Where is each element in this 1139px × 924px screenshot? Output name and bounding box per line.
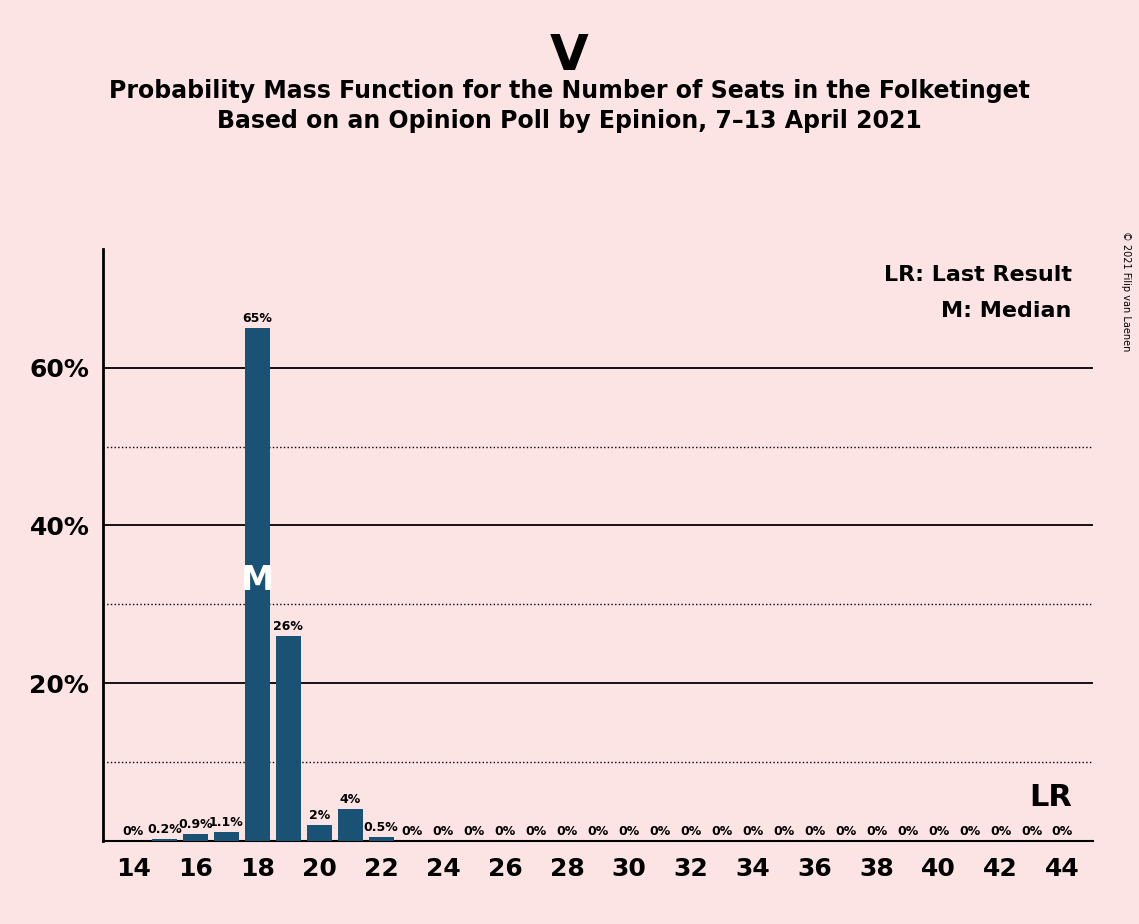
Text: 26%: 26%	[273, 620, 303, 633]
Bar	[276, 636, 301, 841]
Text: 0%: 0%	[649, 825, 671, 838]
Bar	[369, 837, 394, 841]
Text: LR: LR	[1029, 783, 1072, 812]
Text: 0%: 0%	[1051, 825, 1073, 838]
Text: 0%: 0%	[928, 825, 949, 838]
Text: 0%: 0%	[866, 825, 887, 838]
Text: 0%: 0%	[898, 825, 918, 838]
Text: 0%: 0%	[433, 825, 453, 838]
Text: 0.2%: 0.2%	[147, 823, 182, 836]
Text: 1.1%: 1.1%	[208, 816, 244, 829]
Text: 0%: 0%	[1021, 825, 1042, 838]
Text: 0%: 0%	[123, 825, 145, 838]
Bar	[338, 809, 362, 841]
Text: 65%: 65%	[243, 312, 272, 325]
Text: 0%: 0%	[711, 825, 732, 838]
Text: 4%: 4%	[339, 793, 361, 806]
Text: 0.5%: 0.5%	[363, 821, 399, 833]
Text: 0%: 0%	[773, 825, 794, 838]
Text: 0.9%: 0.9%	[178, 818, 213, 831]
Bar	[306, 825, 331, 841]
Text: © 2021 Filip van Laenen: © 2021 Filip van Laenen	[1121, 231, 1131, 351]
Text: M: M	[240, 565, 274, 597]
Bar	[153, 839, 177, 841]
Text: 0%: 0%	[618, 825, 640, 838]
Text: 0%: 0%	[835, 825, 857, 838]
Text: 0%: 0%	[402, 825, 423, 838]
Text: LR: Last Result: LR: Last Result	[884, 265, 1072, 286]
Bar	[183, 833, 207, 841]
Text: Based on an Opinion Poll by Epinion, 7–13 April 2021: Based on an Opinion Poll by Epinion, 7–1…	[218, 109, 921, 133]
Text: Probability Mass Function for the Number of Seats in the Folketinget: Probability Mass Function for the Number…	[109, 79, 1030, 103]
Text: 2%: 2%	[309, 808, 330, 822]
Text: 0%: 0%	[556, 825, 577, 838]
Text: 0%: 0%	[588, 825, 608, 838]
Text: M: Median: M: Median	[942, 300, 1072, 321]
Text: 0%: 0%	[464, 825, 485, 838]
Bar	[245, 328, 270, 841]
Bar	[214, 833, 239, 841]
Text: 0%: 0%	[990, 825, 1011, 838]
Text: 0%: 0%	[959, 825, 981, 838]
Text: 0%: 0%	[680, 825, 702, 838]
Text: V: V	[550, 32, 589, 80]
Text: 0%: 0%	[743, 825, 763, 838]
Text: 0%: 0%	[804, 825, 826, 838]
Text: 0%: 0%	[525, 825, 547, 838]
Text: 0%: 0%	[494, 825, 516, 838]
